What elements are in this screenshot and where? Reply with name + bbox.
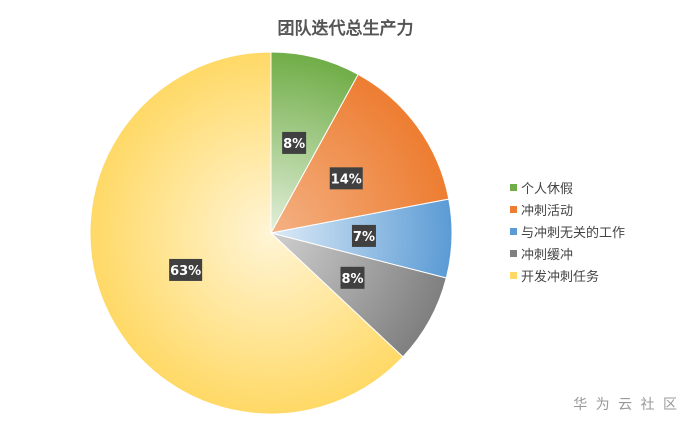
legend-swatch: [510, 205, 517, 213]
legend-item: 与冲刺无关的工作: [510, 220, 625, 242]
data-label: 8%: [341, 272, 363, 287]
chart-title: 团队迭代总生产力: [277, 19, 414, 39]
legend-label: 冲刺活动: [521, 203, 574, 219]
legend-swatch: [510, 271, 517, 279]
legend-swatch: [510, 183, 517, 191]
legend-item: 冲刺缓冲: [510, 242, 625, 264]
data-label: 14%: [331, 172, 362, 187]
legend: 个人休假冲刺活动与冲刺无关的工作 冲刺缓冲开发冲刺任务: [510, 176, 625, 286]
data-label-box: [329, 167, 363, 190]
data-label: 8%: [283, 137, 305, 152]
legend-label: 开发冲刺任务: [521, 269, 600, 285]
pie-slice: [270, 232, 447, 358]
legend-label: 个人休假: [521, 181, 574, 197]
data-label-box: [351, 224, 376, 247]
legend-label: 与冲刺无关的工作: [521, 225, 626, 241]
data-label-box: [340, 266, 365, 289]
legend-item: 冲刺活动: [510, 198, 625, 220]
pie-slice: [270, 73, 450, 234]
watermark: 华 为 云 社 区: [573, 397, 679, 413]
legend-swatch: [510, 227, 517, 235]
pie-slice: [89, 51, 404, 415]
data-label: 7%: [353, 230, 375, 245]
legend-label: 冲刺缓冲: [521, 247, 574, 263]
data-label: 63%: [170, 264, 201, 279]
legend-item: 个人休假: [510, 176, 625, 198]
data-label-box: [282, 131, 307, 154]
legend-swatch: [510, 249, 517, 257]
data-label-box: [169, 258, 203, 281]
legend-item: 开发冲刺任务: [510, 264, 625, 286]
pie-slice: [270, 51, 359, 234]
